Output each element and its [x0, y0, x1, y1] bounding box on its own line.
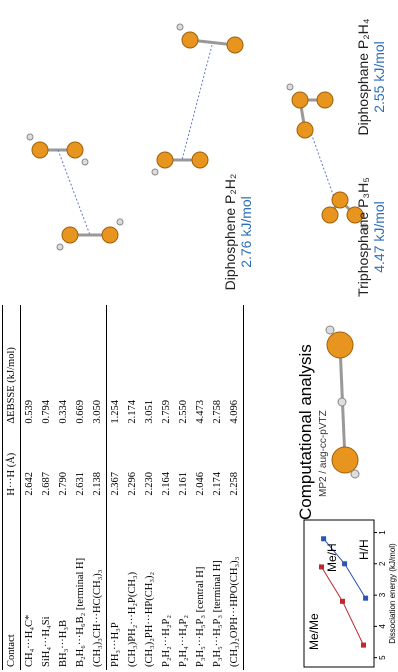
- point: [321, 536, 326, 541]
- annotation: Me/Me: [307, 613, 321, 650]
- method-subtitle: MP2 / aug-cc-pVTZ: [318, 410, 329, 497]
- point: [363, 596, 368, 601]
- chart: 5 4 3 2 1 Dissociation energy (kJ/mol) Me/Me Me…: [298, 512, 398, 672]
- x-tick-label: 2: [378, 561, 387, 566]
- molecule-name: Diphosphane P₂H₄: [355, 12, 371, 142]
- x-tick-label: 3: [378, 592, 387, 597]
- point: [361, 643, 366, 648]
- molecule-energy: 2.76 kJ/mol: [238, 167, 254, 297]
- x-tick-label: 5: [378, 655, 387, 660]
- point: [340, 599, 345, 604]
- series-line: [322, 567, 364, 645]
- x-axis-label: Dissociation energy (kJ/mol): [388, 543, 397, 644]
- method-title: Computational analysis: [296, 344, 316, 520]
- landscape: ContactH···H (Å)ΔEBSSE (kJ/mol)CH₄···H₄C…: [0, 0, 398, 672]
- page: ContactH···H (Å)ΔEBSSE (kJ/mol)CH₄···H₄C…: [0, 0, 398, 672]
- annotation: H/H: [357, 539, 371, 560]
- molecule-energy: 4.47 kJ/mol: [371, 172, 387, 302]
- molecule-name: Triphosphane P₃H₅: [355, 172, 371, 302]
- x-tick-label: 4: [378, 624, 387, 629]
- annotation: Me/H: [325, 543, 339, 572]
- x-tick-label: 1: [378, 530, 387, 535]
- point: [342, 561, 347, 566]
- molecule-name: Diphosphene P₂H₂: [222, 167, 238, 297]
- point: [319, 564, 324, 569]
- molecule-energy: 2.55 kJ/mol: [371, 12, 387, 142]
